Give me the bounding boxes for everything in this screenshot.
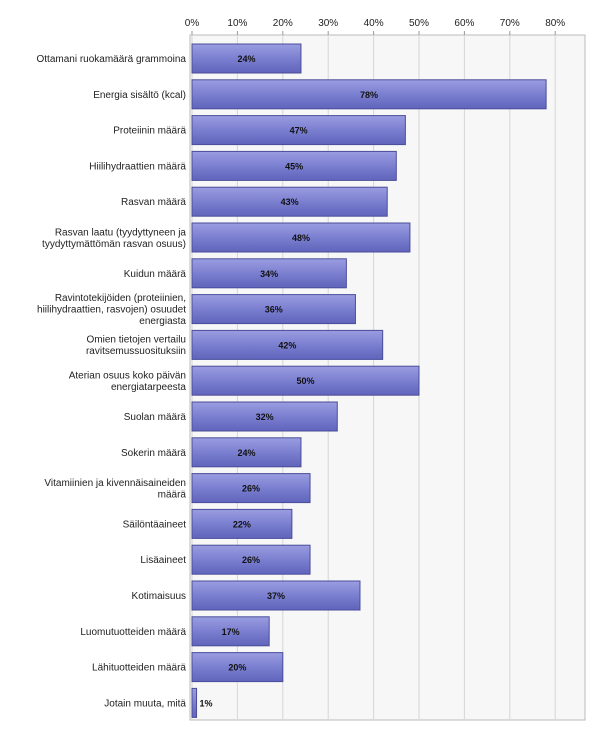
bar — [191, 115, 406, 146]
bar — [191, 258, 347, 289]
bar — [191, 401, 338, 432]
x-tick-label: 30% — [318, 18, 338, 29]
category-label: Lisäaineet — [140, 555, 186, 566]
data-label: 43% — [281, 197, 299, 207]
bar — [191, 294, 356, 325]
data-label: 26% — [242, 555, 260, 565]
x-tick-label: 70% — [500, 18, 520, 29]
category-label: Ottamani ruokamäärä grammoina — [36, 54, 186, 65]
bar — [191, 544, 311, 575]
bar — [191, 329, 384, 360]
category-label: Omien tietojen vertailu ravitsemussuositu… — [86, 335, 186, 358]
data-label: 36% — [265, 305, 283, 315]
data-label: 26% — [242, 484, 260, 494]
bar — [191, 616, 270, 647]
bar — [191, 473, 311, 504]
bar — [191, 508, 293, 539]
bar — [191, 437, 302, 468]
data-label: 24% — [237, 54, 255, 64]
data-label: 42% — [278, 340, 296, 350]
category-label: Kotimaisuus — [132, 591, 186, 602]
bar — [191, 186, 388, 217]
data-label: 32% — [256, 412, 274, 422]
bar — [191, 687, 198, 718]
x-tick-label: 20% — [273, 18, 293, 29]
data-label: 50% — [296, 376, 314, 386]
bar — [191, 652, 284, 683]
category-label: Luomutuotteiden määrä — [80, 627, 186, 638]
data-label: 78% — [360, 90, 378, 100]
data-label: 48% — [292, 233, 310, 243]
data-label: 45% — [285, 161, 303, 171]
bar — [191, 365, 420, 396]
data-label: 34% — [260, 269, 278, 279]
x-tick-label: 50% — [409, 18, 429, 29]
x-tick-label: 60% — [454, 18, 474, 29]
category-label: Suolan määrä — [124, 412, 187, 423]
data-label: 47% — [290, 126, 308, 136]
category-label: Sokerin määrä — [121, 448, 186, 459]
category-label: Rasvan määrä — [121, 197, 186, 208]
category-label: Aterian osuus koko päivän energiatarpeest… — [69, 370, 187, 393]
category-label: Säilöntäaineet — [123, 519, 187, 530]
category-label: Kuidun määrä — [124, 269, 187, 280]
category-label: Hiilihydraattien määrä — [89, 161, 186, 172]
x-tick-label: 80% — [545, 18, 565, 29]
data-label: 20% — [228, 663, 246, 673]
bar — [191, 580, 361, 611]
category-label: Rasvan laatu (tyydyttyneen ja tyydyttymät… — [42, 227, 186, 250]
x-tick-label: 40% — [364, 18, 384, 29]
category-label: Proteiinin määrä — [113, 126, 186, 137]
x-tick-label: 10% — [227, 18, 247, 29]
data-label: 17% — [222, 627, 240, 637]
category-label: Jotain muuta, mitä — [104, 698, 186, 709]
data-label: 37% — [267, 591, 285, 601]
bar — [191, 43, 302, 74]
category-label: Ravintotekijöiden (proteiinien, hiilihydr… — [37, 293, 186, 327]
data-label: 1% — [200, 698, 213, 708]
category-labels: Ottamani ruokamäärä grammoina Energia sis… — [36, 54, 186, 709]
bars — [191, 43, 547, 718]
data-labels: 24% 78% 47% 45% 43% 48% 34% 36% 42% 50% 32% 24% 26% 2… — [200, 54, 379, 708]
bar — [191, 150, 397, 181]
category-label: Energia sisältö (kcal) — [93, 90, 186, 101]
category-label: Vitamiinien ja kivennäisaineiden määrä — [44, 478, 186, 501]
x-axis-ticks: 0% 10% 20% 30% 40% 50% 60% 70% 80% — [185, 18, 565, 35]
data-label: 24% — [237, 448, 255, 458]
category-label: Lähituotteiden määrä — [92, 663, 186, 674]
bar — [191, 222, 411, 253]
bar — [191, 79, 547, 110]
data-label: 22% — [233, 519, 251, 529]
x-tick-label: 0% — [185, 18, 200, 29]
